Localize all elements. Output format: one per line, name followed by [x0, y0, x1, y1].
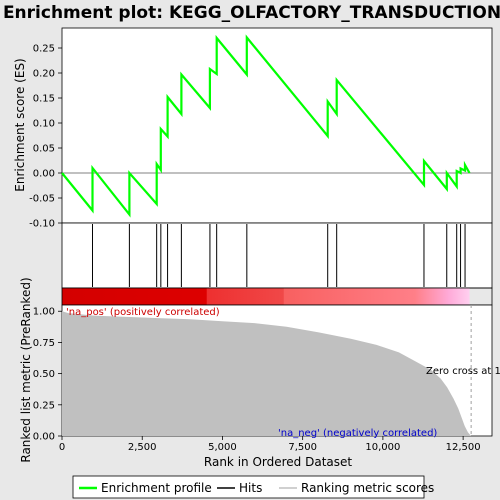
- es-ytick-label: 0.15: [33, 94, 55, 105]
- metric-xlabel: Rank in Ordered Dataset: [204, 455, 352, 469]
- legend-hits-label: Hits: [239, 481, 262, 495]
- legend-enrichment-label: Enrichment profile: [101, 481, 212, 495]
- metric-ytick-label: 0.75: [33, 338, 55, 349]
- chart-title: Enrichment plot: KEGG_OLFACTORY_TRANSDUC…: [3, 3, 500, 23]
- es-ytick-label: 0.10: [33, 119, 55, 130]
- metric-ytick-label: 0.00: [33, 432, 55, 443]
- es-ytick-label: 0.00: [33, 169, 55, 180]
- ranking-heat-bar: [62, 288, 470, 305]
- metric-ytick-label: 1.00: [33, 307, 55, 318]
- metric-xtick-label: 12,500: [446, 442, 481, 453]
- enrichment-profile-line: [61, 34, 471, 218]
- metric-xtick-label: 0: [59, 442, 65, 453]
- metric-ytick-label: 0.25: [33, 400, 55, 411]
- es-ytick-label: 0.05: [33, 144, 55, 155]
- metric-ylabel: Ranked list metric (PreRanked): [19, 277, 33, 462]
- es-ytick-label: -0.10: [29, 219, 55, 230]
- metric-ytick-label: 0.50: [33, 369, 55, 380]
- es-ylabel: Enrichment score (ES): [13, 58, 27, 191]
- pos-annotation: 'na_pos' (positively correlated): [66, 307, 220, 318]
- metric-xtick-label: 5,000: [208, 442, 237, 453]
- metric-xtick-label: 2,500: [128, 442, 157, 453]
- es-panel: [61, 27, 493, 224]
- metric-xtick-label: 7,500: [288, 442, 317, 453]
- legend-box: [72, 475, 425, 499]
- hits-panel: [61, 222, 493, 289]
- neg-annotation: 'na_neg' (negatively correlated): [278, 428, 437, 439]
- legend-metric-label: Ranking metric scores: [301, 481, 434, 495]
- ranking-metric-area: [62, 311, 472, 436]
- metric-xtick-label: 10,000: [365, 442, 400, 453]
- es-ytick-label: 0.25: [33, 44, 55, 55]
- es-ytick-label: -0.05: [29, 194, 55, 205]
- zero-cross-annotation: Zero cross at 1: [426, 366, 500, 377]
- es-ytick-label: 0.20: [33, 69, 55, 80]
